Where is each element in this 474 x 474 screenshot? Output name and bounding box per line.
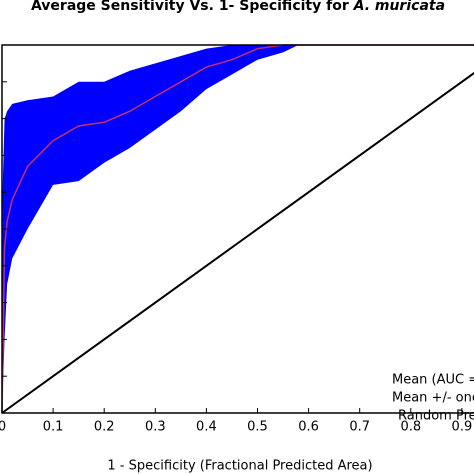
legend-label: Mean (AUC = (392, 373, 474, 388)
random-line (1, 71, 474, 414)
x-tick-label: 0.9 (452, 420, 473, 435)
x-tick-label: 0.2 (94, 420, 115, 435)
chart-title: Average Sensitivity Vs. 1- Specificity f… (31, 0, 445, 14)
x-tick-label: 0.7 (349, 420, 370, 435)
mean-line (1, 44, 474, 414)
x-axis-label: 1 - Specificity (Fractional Predicted Ar… (107, 459, 372, 474)
legend-label: Random Pre (398, 409, 474, 424)
std-band (2, 45, 474, 413)
x-tick-label: 0.1 (43, 420, 64, 435)
x-tick-label: 0.3 (145, 420, 166, 435)
x-tick-label: 0.6 (298, 420, 319, 435)
x-tick-label: 0.5 (247, 420, 268, 435)
legend-label: Mean +/- one (392, 391, 474, 406)
x-tick-label: 0 (0, 420, 6, 435)
x-tick-label: 0.8 (400, 420, 421, 435)
title-species: A. muricata (353, 0, 445, 14)
title-text: Average Sensitivity Vs. 1- Specificity f… (31, 0, 354, 14)
x-tick-label: 0.4 (196, 420, 217, 435)
